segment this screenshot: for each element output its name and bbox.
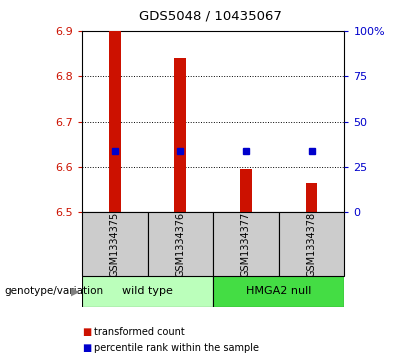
Text: HMGA2 null: HMGA2 null — [246, 286, 312, 296]
Bar — [82, 212, 147, 276]
Text: wild type: wild type — [122, 286, 173, 296]
Text: GSM1334375: GSM1334375 — [110, 212, 120, 277]
Bar — [306, 183, 318, 212]
Bar — [174, 58, 186, 212]
Text: GSM1334376: GSM1334376 — [175, 212, 185, 277]
Text: GDS5048 / 10435067: GDS5048 / 10435067 — [139, 9, 281, 22]
Text: ■: ■ — [82, 327, 91, 337]
Text: genotype/variation: genotype/variation — [4, 286, 103, 296]
Text: GSM1334377: GSM1334377 — [241, 212, 251, 277]
Bar — [82, 276, 213, 307]
Text: ▶: ▶ — [71, 286, 79, 296]
Bar — [213, 212, 279, 276]
Bar — [240, 169, 252, 212]
Bar — [213, 276, 344, 307]
Text: ■: ■ — [82, 343, 91, 353]
Text: percentile rank within the sample: percentile rank within the sample — [94, 343, 260, 353]
Bar — [279, 212, 344, 276]
Text: GSM1334378: GSM1334378 — [307, 212, 317, 277]
Bar — [147, 212, 213, 276]
Bar — [109, 31, 121, 212]
Text: transformed count: transformed count — [94, 327, 185, 337]
